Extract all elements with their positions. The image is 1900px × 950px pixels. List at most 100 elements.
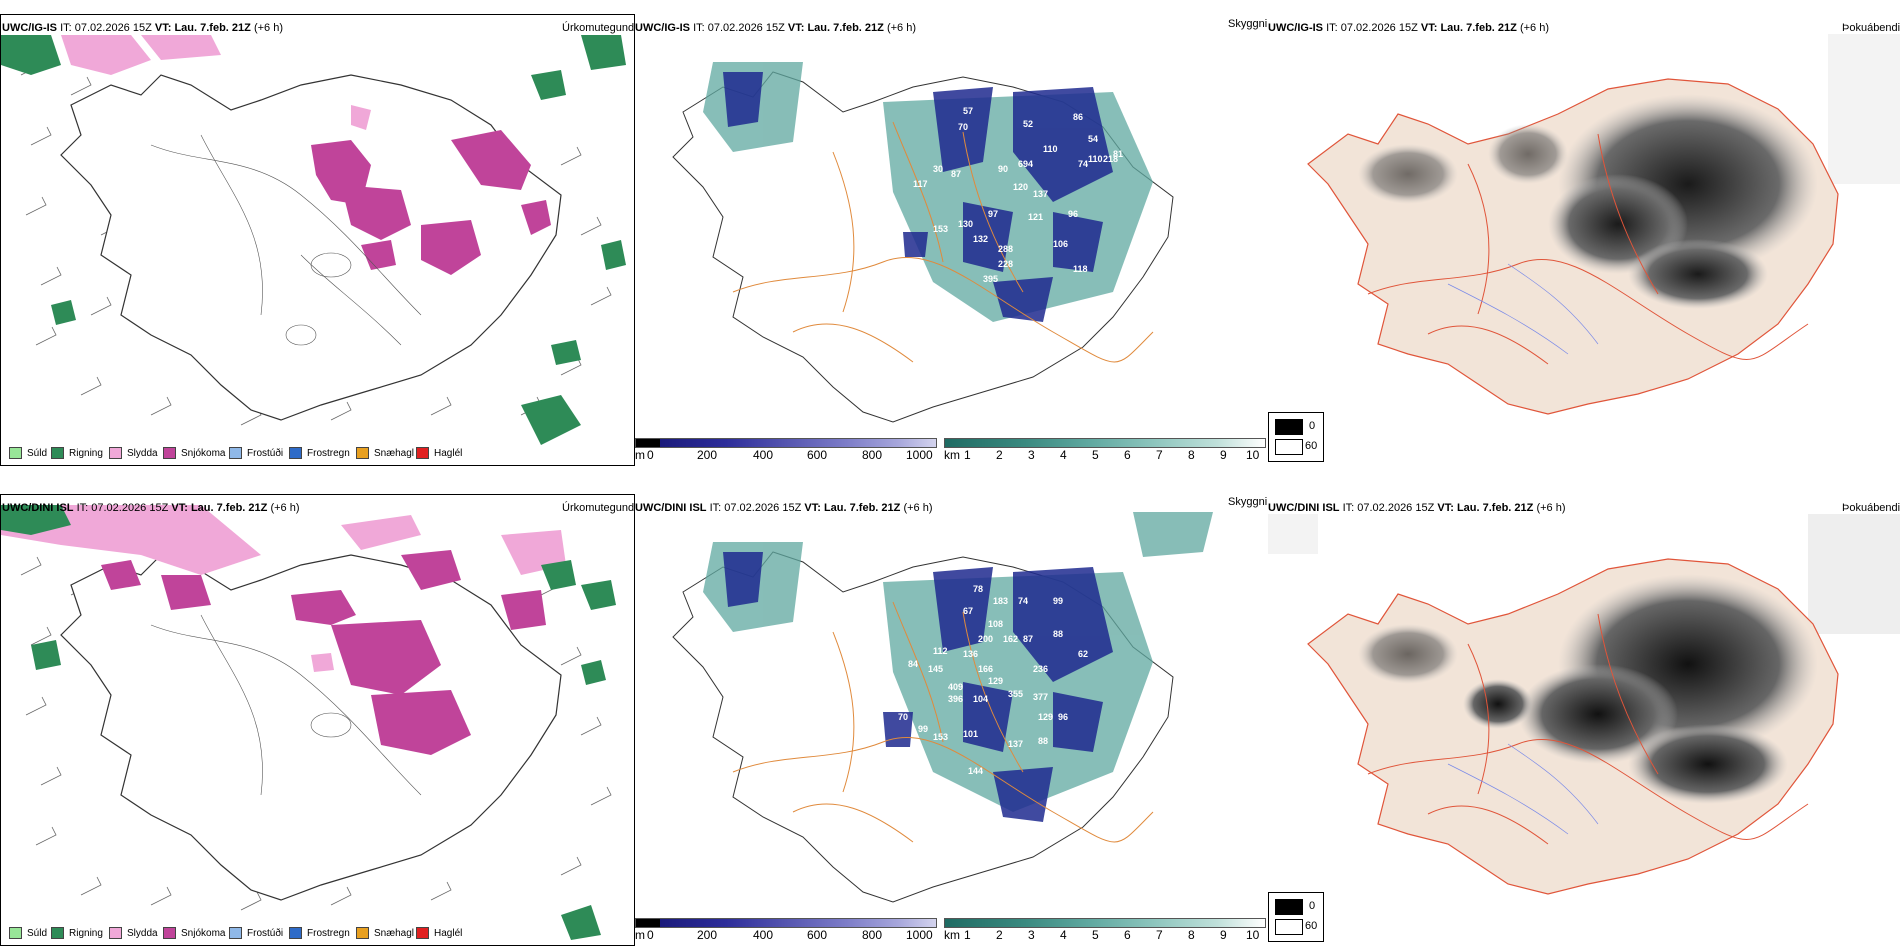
snow-areas [311, 130, 551, 275]
legend-item: Rigning [51, 447, 103, 459]
cloud-base-gradient [635, 918, 937, 928]
rain-areas [1, 505, 616, 940]
cloud-base-tick: 600 [807, 928, 828, 942]
visibility-tick: 8 [1188, 928, 1195, 942]
fog-field [1358, 624, 1458, 684]
legend-item: Slydda [109, 447, 158, 459]
station-value: 99 [1053, 596, 1063, 606]
visibility-map-top: 57 52 86 70 110 54 81 117 30 87 90 694 7… [672, 62, 1174, 423]
coastline [60, 74, 562, 421]
legend-label: Haglél [434, 927, 463, 939]
station-value: 132 [973, 234, 988, 244]
model-name: UWC/DINI ISL [635, 502, 707, 514]
legend-swatch [163, 927, 176, 939]
station-value: 120 [1013, 182, 1028, 192]
precip-title: Úrkomutegund [562, 502, 635, 514]
station-value: 108 [988, 619, 1003, 629]
legend-item: Snæhagl [356, 927, 414, 939]
low-cloud-fields [723, 552, 1113, 822]
visibility-panel-bottom: 78 183 74 99 67 108 200 162 87 88 112 13… [633, 512, 1263, 917]
station-value: 129 [988, 676, 1003, 686]
station-value: 57 [963, 106, 973, 116]
it-value: 07.02.2026 15Z [1340, 22, 1418, 34]
legend-swatch [229, 447, 242, 459]
legend-swatch [109, 927, 122, 939]
fog-field [1518, 664, 1678, 764]
station-value: 355 [1008, 689, 1023, 699]
station-value: 96 [1058, 712, 1068, 722]
fog-field [1628, 724, 1788, 804]
station-value: 93 [893, 234, 903, 244]
station-value: 130 [958, 219, 973, 229]
model-name: UWC/IG-IS [635, 22, 690, 34]
legend-label: Snjókoma [181, 927, 226, 939]
visibility-tick: 2 [996, 448, 1003, 462]
legend-label: Rigning [69, 927, 103, 939]
cloud-base-unit: m [635, 448, 645, 462]
row-header-precip: UWC/IG-IS IT: 07.02.2026 15Z VT: Lau. 7.… [2, 22, 283, 34]
legend-label: Frostúði [247, 927, 284, 939]
visibility-tick: 10 [1246, 448, 1260, 462]
row-bottom: Súld Rigning Slydda Snjókoma Frostúði Fr… [0, 480, 1900, 950]
visibility-gradient [944, 918, 1266, 928]
it-label: IT: [709, 502, 722, 514]
station-value: 104 [973, 694, 988, 704]
cloud-base-tick: 400 [753, 448, 774, 462]
rivers [1447, 263, 1599, 355]
visibility-tick: 1 [964, 448, 971, 462]
legend-swatch [289, 447, 302, 459]
station-value: 110 [1088, 154, 1103, 164]
station-value: 694 [1018, 159, 1033, 169]
visibility-bar-top: km 1 2 3 4 5 6 7 8 9 10 [944, 438, 1266, 466]
vt-value: Lau. 7.feb. 21Z [807, 22, 884, 34]
terrain-contours [150, 134, 422, 346]
legend-swatch [416, 927, 429, 939]
station-value: 162 [1003, 634, 1018, 644]
cloud-base-tick: 0 [647, 448, 654, 462]
legend-item: Súld [9, 447, 47, 459]
it-label: IT: [60, 22, 72, 34]
station-value: 112 [933, 646, 948, 656]
model-name: UWC/IG-IS [1268, 22, 1323, 34]
legend-label: Súld [27, 927, 48, 939]
station-value: 62 [1078, 649, 1088, 659]
fog-title: Þokuábendi [1842, 22, 1900, 34]
legend-swatch [356, 927, 369, 939]
legend-swatch [51, 927, 64, 939]
station-value: 70 [958, 122, 968, 132]
it-label: IT: [693, 22, 705, 34]
model-name: UWC/DINI ISL [2, 502, 74, 514]
snow-areas [101, 550, 546, 755]
fog-legend-high: 60 [1305, 440, 1318, 452]
cloud-base-tick: 200 [697, 448, 718, 462]
legend-label: Snæhagl [374, 927, 415, 939]
station-value: 97 [988, 209, 998, 219]
station-value: 228 [998, 259, 1013, 269]
station-value: 90 [998, 164, 1008, 174]
legend-swatch [289, 927, 302, 939]
row-top: Súld Rigning Slydda Snjókoma Frostúði Fr… [0, 0, 1900, 470]
visibility-tick: 4 [1060, 448, 1067, 462]
row-header-fog: UWC/IG-IS IT: 07.02.2026 15Z VT: Lau. 7.… [1268, 22, 1549, 34]
visibility-title: Skyggni [1228, 496, 1268, 508]
visibility-tick: 2 [996, 928, 1003, 942]
vt-value: Lau. 7.feb. 21Z [823, 502, 901, 514]
station-value: 30 [933, 164, 943, 174]
visibility-tick: 3 [1028, 448, 1035, 462]
fog-field [1628, 239, 1768, 309]
station-value: 74 [1078, 159, 1088, 169]
station-value: 84 [908, 659, 918, 669]
offset: (+6 h) [1536, 502, 1566, 514]
legend-item: Snæhagl [356, 447, 414, 459]
vt-label: VT: [154, 22, 172, 34]
offshore-field [1808, 514, 1900, 634]
station-value: 409 [948, 682, 963, 692]
station-value: 288 [998, 244, 1013, 254]
legend-swatch [9, 927, 22, 939]
legend-item: Súld [9, 927, 47, 939]
legend-item: Slydda [109, 927, 158, 939]
station-value: 137 [1008, 739, 1023, 749]
coastline [60, 554, 562, 901]
station-value: 74 [1018, 596, 1028, 606]
precip-title: Úrkomutegund [562, 22, 635, 34]
